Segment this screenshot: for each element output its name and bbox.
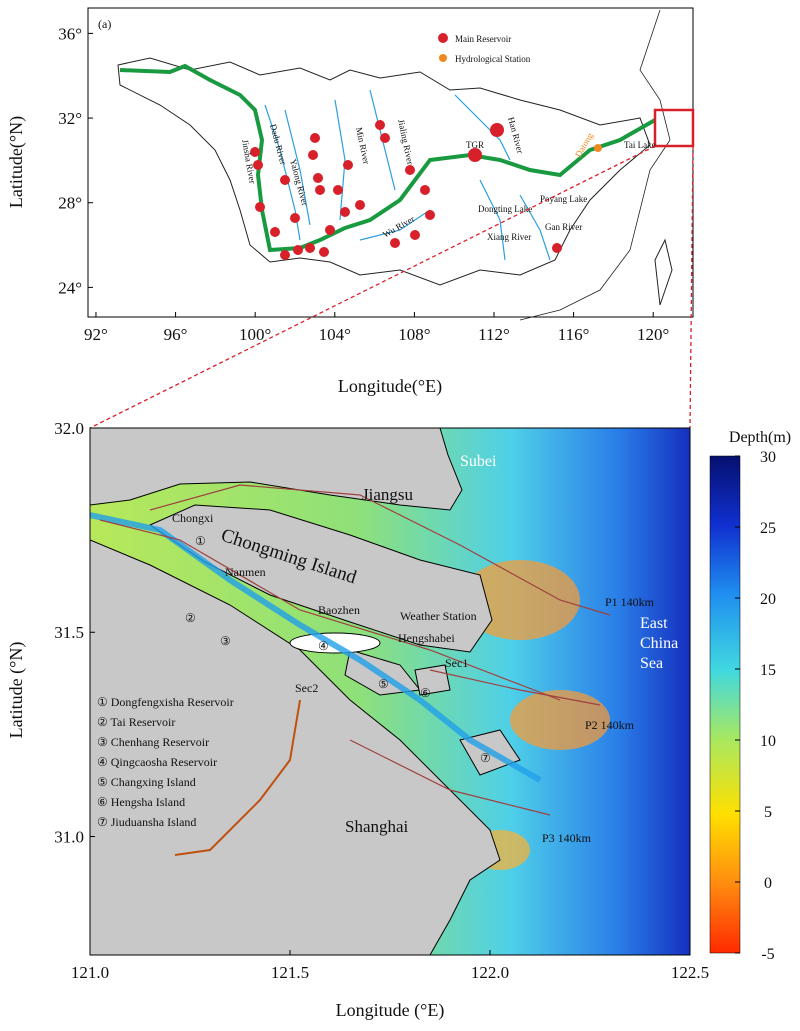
place-label: Sec2 <box>295 681 318 695</box>
legend-label: ④ Qingcaosha Reservoir <box>97 755 217 769</box>
marker-label: ④ <box>318 639 329 653</box>
section-line <box>99 519 561 701</box>
frame <box>87 7 694 318</box>
colorbar-tick-label: 10 <box>760 733 776 750</box>
place-label: Sec1 <box>445 656 468 670</box>
x-tick-label: 100° <box>239 325 271 344</box>
legend-station-symbol <box>439 54 447 62</box>
yangtze-main-stem <box>119 63 656 253</box>
marker-label: ③ <box>220 634 231 648</box>
place-label: P3 140km <box>542 831 592 845</box>
x-tick-label: 122.0 <box>471 963 509 982</box>
place-label: Gan River <box>545 222 582 232</box>
datong-station <box>594 144 602 152</box>
section-p1 <box>149 484 611 616</box>
coastline <box>519 9 671 321</box>
chongming-island <box>148 504 493 653</box>
x-axis-title: Longitude (°E) <box>336 1000 445 1021</box>
place-label: Poyang Lake <box>540 194 587 204</box>
colorbar-tick-label: -5 <box>761 946 774 963</box>
legend-label: ② Tai Reservoir <box>97 715 175 729</box>
x-tick-label: 121.5 <box>271 963 309 982</box>
colorbar <box>709 455 741 954</box>
x-tick-label: 120° <box>637 325 669 344</box>
x-axis-title: Longitude(°E) <box>338 376 442 397</box>
place-label: P2 140km <box>585 718 635 732</box>
tributary <box>174 699 301 856</box>
place-label: TGR <box>466 140 484 150</box>
marker-label: ⑥ <box>420 686 431 700</box>
taiwan <box>654 238 673 306</box>
y-tick-label: 31.0 <box>54 827 84 846</box>
frame <box>89 427 691 956</box>
sea-label: East <box>640 615 668 632</box>
basin-outline <box>117 57 651 286</box>
zoom-lines <box>89 145 694 429</box>
colorbar-tick-label: 0 <box>764 875 772 892</box>
place-label: Tai Lake <box>624 140 656 150</box>
colorbar-tick-label: 20 <box>760 591 776 608</box>
legend-label: Main Reservoir <box>455 34 511 44</box>
y-tick-label: 32° <box>58 109 82 128</box>
place-label: Subei <box>460 453 497 470</box>
x-tick-label: 116° <box>558 325 590 344</box>
x-tick-label: 108° <box>398 325 430 344</box>
land-shanghai <box>90 539 501 955</box>
section-p3 <box>349 739 551 816</box>
legend-label: ⑤ Changxing Island <box>97 775 196 789</box>
x-tick-label: 92° <box>84 325 108 344</box>
section-p2 <box>429 669 601 706</box>
place-label: Baozhen <box>318 603 360 617</box>
x-tick-label: 112° <box>478 325 510 344</box>
y-tick-label: 24° <box>58 278 82 297</box>
colorbar-tick-label: 25 <box>760 520 776 537</box>
panel-b: Depth(m) Subei Jiangsu Chongxi Chongming… <box>6 427 791 1021</box>
reservoirs <box>250 33 562 260</box>
x-tick-label: 121.0 <box>71 963 109 982</box>
place-label: Shanghai <box>345 817 409 836</box>
y-tick-label: 36° <box>58 24 82 43</box>
place-label: Dongting Lake <box>478 204 532 214</box>
legend-label: ⑥ Hengsha Island <box>97 795 185 809</box>
y-axis-title: Latitude(°N) <box>6 116 27 208</box>
marker-label: ⑦ <box>480 751 491 765</box>
x-tick-label: 104° <box>319 325 351 344</box>
y-tick-label: 28° <box>58 194 82 213</box>
sea-label: Sea <box>640 655 663 672</box>
marker-label: ② <box>185 611 196 625</box>
place-label: Weather Station <box>400 609 477 623</box>
panel-a: (a) Main Reservoir Hydrological Station … <box>6 7 695 397</box>
legend-label: Hydrological Station <box>455 54 531 64</box>
study-area-box <box>653 108 695 148</box>
marker-label: ⑤ <box>378 677 389 691</box>
place-label: Xiang River <box>487 232 531 242</box>
colorbar-tick-label: 30 <box>760 449 776 466</box>
legend-label: ① Dongfengxisha Reservoir <box>97 695 234 709</box>
panel-label: (a) <box>98 17 111 31</box>
marker-label: ① <box>195 534 206 548</box>
colorbar-tick-label: 15 <box>760 662 776 679</box>
place-label: Nanmen <box>225 565 266 579</box>
shoal <box>510 690 610 750</box>
colorbar-tick-label: 5 <box>764 804 772 821</box>
legend-label: ⑦ Jiuduansha Island <box>97 815 196 829</box>
y-axis-title: Latitude (°N) <box>6 642 27 739</box>
colorbar-title: Depth(m) <box>729 429 791 446</box>
land-jiangsu <box>90 428 463 511</box>
y-tick-label: 31.5 <box>54 623 84 642</box>
y-tick-label: 32.0 <box>54 419 84 438</box>
place-label: P1 140km <box>605 595 655 609</box>
x-tick-label: 96° <box>164 325 188 344</box>
place-label: Chongxi <box>172 511 214 525</box>
place-label: Hengshabei <box>398 631 455 645</box>
place-label: Jiangsu <box>362 485 414 504</box>
sea-label: China <box>640 635 678 652</box>
x-tick-label: 122.5 <box>671 963 709 982</box>
legend-label: ③ Chenhang Reservoir <box>97 735 209 749</box>
